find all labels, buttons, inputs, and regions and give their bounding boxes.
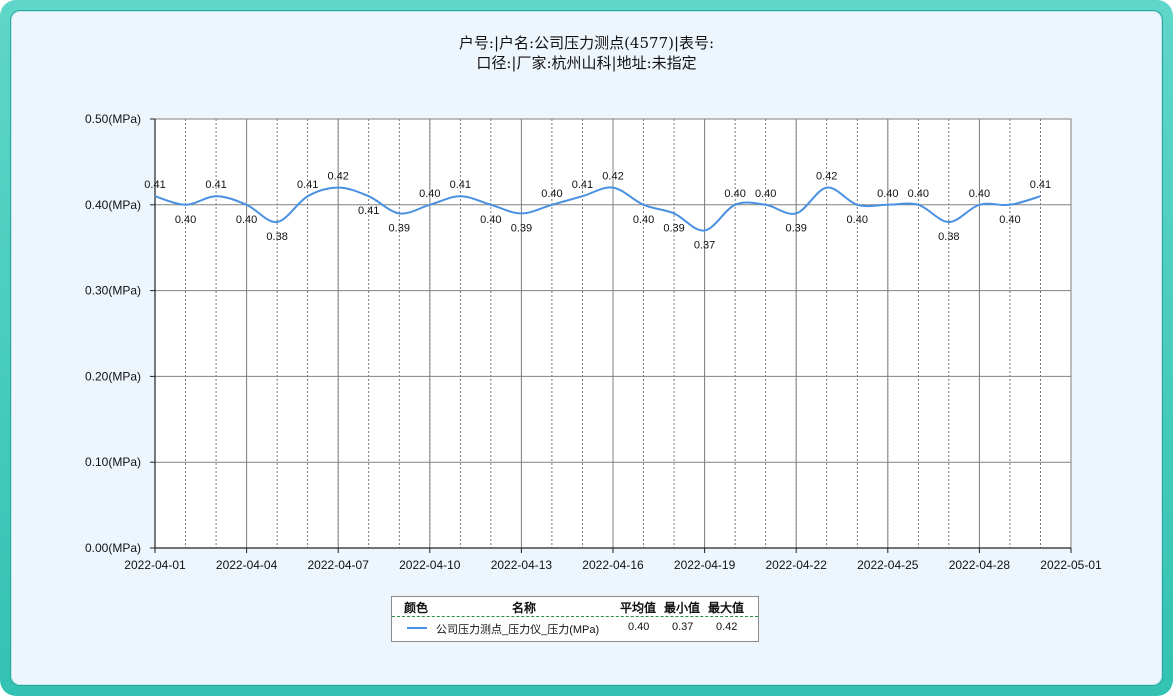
data-label: 0.41: [358, 205, 379, 217]
x-tick-label: 2022-04-28: [949, 558, 1011, 572]
x-tick-label: 2022-04-19: [674, 558, 736, 572]
data-label: 0.39: [511, 222, 532, 234]
data-label: 0.41: [1030, 179, 1051, 191]
data-label: 0.41: [450, 179, 471, 191]
data-label: 0.40: [419, 188, 440, 200]
data-label: 0.42: [327, 171, 348, 183]
legend-series-avg: 0.40: [628, 621, 650, 633]
y-tick-label: 0.40(MPa): [85, 198, 141, 212]
series-line: [154, 186, 1041, 232]
y-tick-label: 0.50(MPa): [85, 112, 141, 126]
data-label: 0.39: [389, 222, 410, 234]
y-tick-label: 0.20(MPa): [85, 369, 141, 383]
data-label: 0.40: [633, 214, 654, 226]
data-label: 0.40: [908, 188, 929, 200]
legend-header-avg: 平均值: [620, 601, 657, 615]
legend-header-color: 颜色: [404, 601, 429, 615]
data-label: 0.42: [602, 171, 623, 183]
data-label: 0.41: [297, 179, 318, 191]
x-tick-label: 2022-04-16: [582, 558, 644, 572]
legend-header-name: 名称: [512, 601, 537, 615]
legend-header: 颜色 名称 平均值 最小值 最大值: [392, 597, 758, 617]
data-label: 0.38: [266, 231, 287, 243]
chart-title-line2: 口径:|厂家:杭州山科|地址:未指定: [476, 54, 697, 72]
chart-legend: 颜色 名称 平均值 最小值 最大值 公司压力测点_压力仪_压力(MPa) 0.4…: [391, 596, 759, 642]
data-label: 0.40: [877, 188, 898, 200]
data-label: 0.40: [175, 214, 196, 226]
data-label: 0.41: [205, 179, 226, 191]
data-label: 0.41: [572, 179, 593, 191]
data-label: 0.41: [144, 179, 165, 191]
data-label: 0.40: [236, 214, 257, 226]
legend-series-min: 0.37: [672, 621, 694, 633]
data-label: 0.39: [663, 222, 684, 234]
x-tick-label: 2022-04-10: [399, 558, 461, 572]
data-label: 0.40: [969, 188, 990, 200]
x-tick-label: 2022-04-22: [766, 558, 828, 572]
legend-header-min: 最小值: [664, 601, 701, 615]
x-tick-label: 2022-04-13: [491, 558, 553, 572]
x-tick-label: 2022-04-07: [308, 558, 370, 572]
chart-title-line1: 户号:|户名:公司压力测点(4577)|表号:: [458, 34, 715, 52]
data-label: 0.40: [847, 214, 868, 226]
legend-series-swatch: [407, 627, 427, 629]
data-label: 0.40: [724, 188, 745, 200]
legend-header-max: 最大值: [708, 601, 745, 615]
data-label: 0.42: [816, 171, 837, 183]
x-tick-label: 2022-04-25: [857, 558, 919, 572]
x-tick-label: 2022-04-01: [124, 558, 186, 572]
chart-title: 户号:|户名:公司压力测点(4577)|表号: 口径:|厂家:杭州山科|地址:未…: [0, 33, 1173, 73]
data-label: 0.38: [938, 231, 959, 243]
data-label: 0.37: [694, 240, 715, 252]
x-tick-label: 2022-05-01: [1040, 558, 1102, 572]
data-label: 0.40: [541, 188, 562, 200]
legend-series-max: 0.42: [716, 621, 738, 633]
data-label: 0.40: [999, 214, 1020, 226]
y-tick-label: 0.00(MPa): [85, 541, 141, 555]
legend-series-name: 公司压力测点_压力仪_压力(MPa): [436, 624, 600, 636]
y-tick-label: 0.30(MPa): [85, 284, 141, 298]
x-tick-label: 2022-04-04: [216, 558, 278, 572]
data-label: 0.39: [785, 222, 806, 234]
data-label: 0.40: [755, 188, 776, 200]
data-label: 0.40: [480, 214, 501, 226]
y-tick-label: 0.10(MPa): [85, 455, 141, 469]
